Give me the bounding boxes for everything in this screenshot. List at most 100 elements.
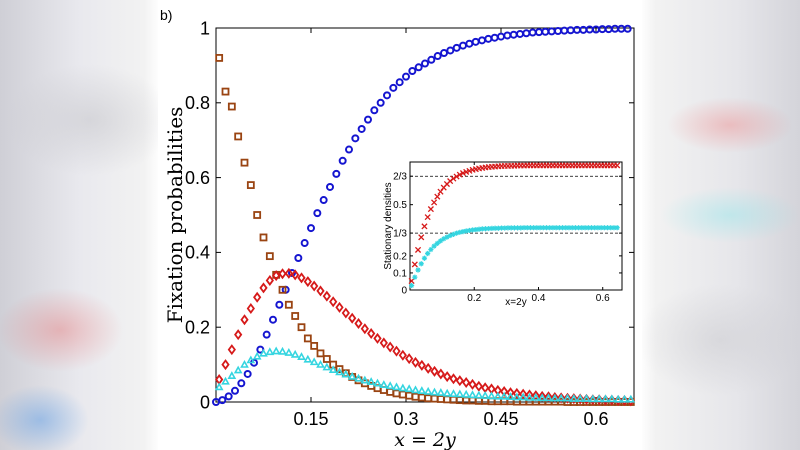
data-point — [243, 369, 252, 378]
data-point — [498, 225, 505, 231]
data-point — [493, 391, 503, 400]
data-point — [512, 392, 522, 401]
data-point — [544, 393, 553, 402]
data-point — [221, 87, 230, 96]
data-point — [461, 389, 471, 398]
data-point — [383, 91, 391, 100]
data-point — [425, 250, 431, 257]
data-point — [269, 315, 277, 324]
data-point — [455, 375, 464, 387]
data-point — [559, 225, 566, 231]
data-point — [316, 285, 325, 297]
data-point — [450, 175, 457, 182]
data-point — [430, 387, 439, 396]
data-point — [310, 341, 319, 350]
data-point — [316, 349, 325, 358]
data-point — [402, 72, 410, 81]
data-point — [409, 282, 415, 289]
data-point — [379, 380, 389, 388]
data-point — [335, 367, 344, 376]
inset-y-axis-label: Stationary densities — [383, 182, 394, 269]
data-point — [265, 252, 274, 261]
data-point — [278, 346, 287, 355]
data-point — [550, 392, 559, 404]
y-tick-label: 0.1 — [393, 268, 407, 279]
data-point — [291, 312, 300, 320]
x-tick-label: 0.4 — [532, 293, 546, 304]
data-point — [316, 359, 325, 368]
series-1 — [409, 225, 620, 289]
data-point — [246, 303, 255, 314]
main-series — [212, 24, 636, 407]
data-point — [240, 158, 249, 167]
data-point — [556, 225, 562, 231]
data-point — [218, 396, 227, 405]
data-point — [540, 225, 546, 231]
data-point — [427, 55, 436, 64]
inset-plot-frame — [409, 161, 623, 291]
data-point — [303, 334, 312, 343]
data-point — [582, 393, 591, 402]
data-point — [476, 226, 482, 232]
data-point — [297, 352, 306, 360]
data-point — [328, 365, 338, 374]
data-point — [322, 362, 332, 371]
data-point — [417, 386, 427, 394]
data-point — [423, 386, 433, 395]
data-point — [537, 225, 543, 231]
y-tick-label: 1 — [200, 18, 210, 38]
data-point — [601, 225, 607, 231]
data-point — [443, 371, 452, 383]
data-point — [291, 269, 300, 281]
data-point — [563, 392, 572, 404]
data-point — [430, 365, 439, 377]
data-point — [392, 382, 401, 391]
data-point — [453, 173, 460, 180]
data-point — [373, 332, 382, 344]
data-point — [473, 226, 479, 233]
data-point — [449, 373, 458, 385]
data-point — [556, 393, 566, 402]
data-point — [480, 390, 490, 399]
data-point — [275, 300, 284, 309]
data-point — [466, 227, 473, 234]
data-point — [284, 267, 293, 279]
data-point — [253, 291, 262, 303]
data-point — [474, 380, 483, 392]
x-tick-label: 0.6 — [583, 409, 608, 429]
data-point — [449, 389, 458, 397]
data-point — [297, 272, 306, 284]
data-point — [417, 359, 426, 371]
data-point — [550, 225, 556, 231]
data-point — [313, 209, 322, 218]
data-point — [240, 314, 249, 326]
data-point — [470, 227, 476, 233]
data-point — [405, 353, 414, 365]
data-point — [278, 285, 287, 294]
data-point — [246, 181, 255, 189]
data-point — [468, 390, 477, 399]
data-point — [348, 312, 357, 324]
data-point — [462, 377, 471, 389]
data-point — [233, 365, 243, 374]
data-point — [505, 225, 511, 231]
data-point — [215, 54, 224, 62]
data-point — [519, 388, 528, 400]
data-point — [611, 225, 617, 231]
data-point — [259, 348, 268, 357]
data-point — [518, 225, 524, 231]
data-point — [386, 341, 395, 353]
data-point — [404, 384, 414, 393]
data-point — [495, 225, 501, 231]
data-point — [569, 225, 575, 231]
data-point — [572, 225, 579, 231]
data-point — [474, 390, 484, 399]
data-point — [309, 357, 319, 366]
data-point — [531, 225, 537, 231]
data-point — [395, 78, 404, 87]
series-3 — [214, 346, 636, 403]
data-point — [392, 345, 401, 357]
data-point — [579, 225, 585, 231]
data-point — [524, 225, 530, 231]
data-point — [563, 225, 569, 231]
